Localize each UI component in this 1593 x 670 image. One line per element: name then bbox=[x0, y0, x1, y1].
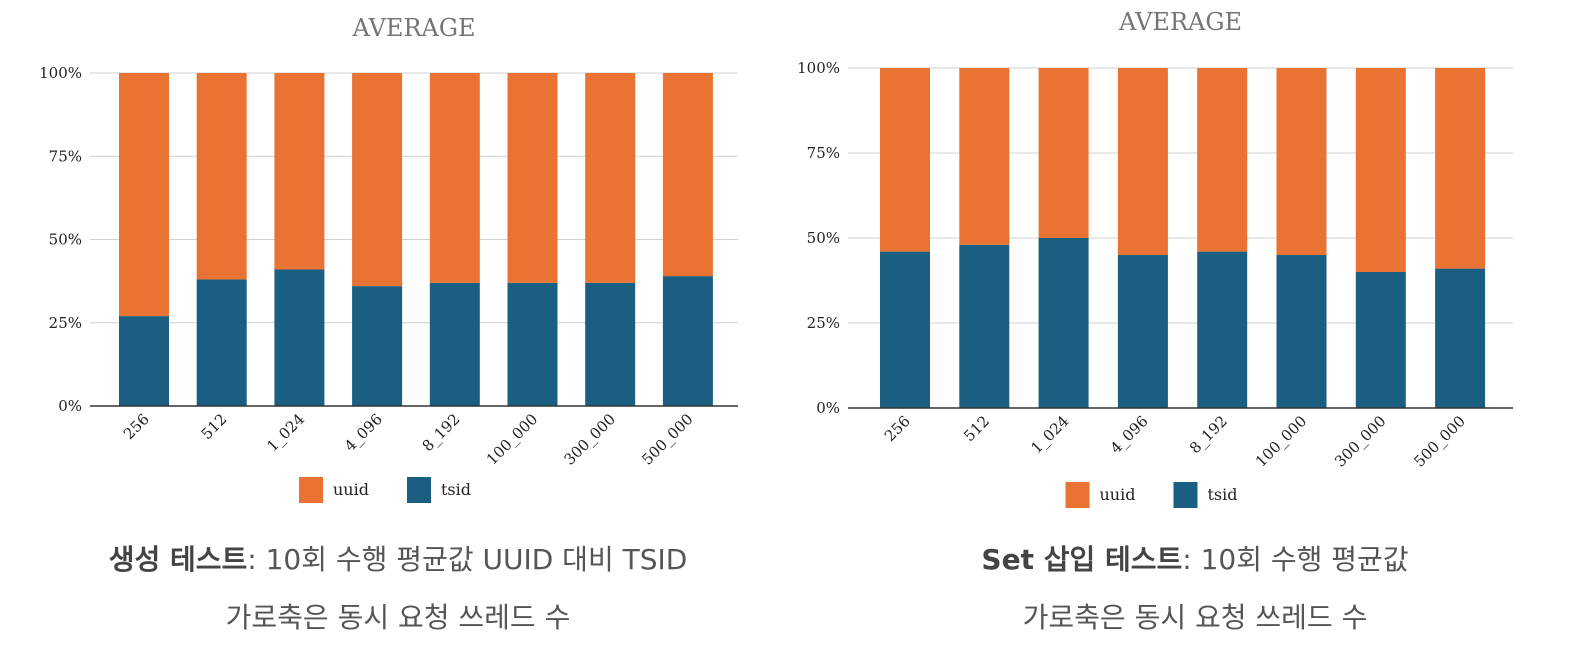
legend-swatch-tsid bbox=[1173, 482, 1198, 508]
x-tick-label: 8_192 bbox=[1186, 412, 1231, 457]
y-tick-label: 25% bbox=[49, 314, 82, 332]
chart-title: AVERAGE bbox=[1118, 8, 1242, 36]
y-tick-label: 25% bbox=[807, 314, 840, 332]
caption-line-1: 생성 테스트: 10회 수행 평균값 UUID 대비 TSID bbox=[0, 538, 796, 578]
bar-segment-uuid bbox=[959, 68, 1010, 245]
legend-label-uuid: uuid bbox=[1100, 485, 1136, 504]
x-tick-label: 300_000 bbox=[1331, 412, 1390, 471]
chart-panel-generation: AVERAGE 0% 25% 50% 75% 100% 256 512 1_024 4_096 8_… bbox=[0, 0, 796, 670]
x-tick-label: 300_000 bbox=[561, 410, 620, 469]
bar-segment-tsid bbox=[352, 286, 403, 406]
bar-segment-tsid bbox=[1276, 255, 1327, 408]
stacked-bar-chart-generation: AVERAGE 0% 25% 50% 75% 100% 256 512 1_024 4_096 8_… bbox=[39, 14, 738, 503]
bar-segment-uuid bbox=[662, 73, 713, 277]
bar-segment-uuid bbox=[119, 73, 169, 317]
bar-segment-uuid bbox=[352, 73, 403, 287]
y-tick-label: 75% bbox=[49, 147, 82, 165]
bar-segment-uuid bbox=[196, 73, 247, 280]
y-tick-label: 0% bbox=[816, 399, 840, 417]
x-tick-label: 512 bbox=[198, 410, 231, 443]
bar-segment-uuid bbox=[1197, 68, 1248, 252]
y-tick-label: 100% bbox=[39, 64, 82, 82]
legend-label-tsid: tsid bbox=[441, 480, 471, 499]
bar-segment-tsid bbox=[1355, 272, 1406, 408]
bar-segment-tsid bbox=[507, 282, 558, 406]
bar-segment-uuid bbox=[274, 73, 325, 270]
bar-segment-uuid bbox=[1038, 68, 1089, 238]
legend-label-uuid: uuid bbox=[333, 480, 369, 499]
bar-segment-tsid bbox=[585, 282, 636, 406]
bar-segment-tsid bbox=[429, 282, 480, 406]
bar-segment-uuid bbox=[1355, 68, 1406, 272]
caption-bold: 생성 테스트 bbox=[108, 543, 248, 576]
bar-segment-tsid bbox=[662, 276, 713, 406]
y-tick-label: 50% bbox=[49, 231, 82, 249]
bar-segment-uuid bbox=[429, 73, 480, 283]
caption-line-1: Set 삽입 테스트: 10회 수행 평균값 bbox=[797, 538, 1593, 578]
x-tick-label: 100_000 bbox=[483, 410, 542, 469]
x-tick-label: 100_000 bbox=[1252, 412, 1311, 471]
bar-segment-uuid bbox=[1435, 68, 1486, 269]
bar-segment-uuid bbox=[880, 68, 930, 252]
legend-swatch-uuid bbox=[1065, 482, 1090, 508]
bar-segment-tsid bbox=[880, 251, 930, 408]
bar-segment-tsid bbox=[1197, 251, 1248, 408]
legend-label-tsid: tsid bbox=[1208, 485, 1238, 504]
bar-segment-tsid bbox=[274, 269, 325, 406]
caption-bold: Set 삽입 테스트 bbox=[981, 543, 1183, 576]
x-tick-label: 1_024 bbox=[1027, 412, 1072, 457]
caption-rest: : 10회 수행 평균값 bbox=[1182, 543, 1409, 576]
x-tick-label: 500_000 bbox=[638, 410, 697, 469]
chart-title: AVERAGE bbox=[351, 14, 475, 42]
bar-segment-uuid bbox=[1276, 68, 1327, 255]
bar-segment-uuid bbox=[1117, 68, 1168, 255]
y-tick-label: 0% bbox=[58, 397, 82, 415]
bar-segment-tsid bbox=[1117, 255, 1168, 408]
stacked-bar-chart-set-insert: AVERAGE 0% 25% 50% 75% 100% 256 512 1_024 4_096 8_… bbox=[797, 8, 1513, 508]
legend-swatch-tsid bbox=[407, 477, 431, 503]
y-tick-label: 50% bbox=[807, 229, 840, 247]
bar-segment-tsid bbox=[1435, 268, 1486, 408]
caption-rest: : 10회 수행 평균값 UUID 대비 TSID bbox=[247, 543, 688, 576]
caption-line-2: 가로축은 동시 요청 쓰레드 수 bbox=[225, 601, 571, 634]
bar-segment-tsid bbox=[119, 316, 169, 406]
x-tick-label: 8_192 bbox=[419, 410, 464, 455]
x-tick-label: 512 bbox=[960, 412, 993, 445]
chart-panel-set-insert: AVERAGE 0% 25% 50% 75% 100% 256 512 1_024 4_096 8_… bbox=[797, 0, 1593, 670]
bar-segment-tsid bbox=[959, 244, 1010, 408]
bar-segment-uuid bbox=[585, 73, 636, 283]
bar-segment-uuid bbox=[507, 73, 558, 283]
x-tick-label: 4_096 bbox=[341, 410, 386, 455]
x-tick-label: 1_024 bbox=[263, 410, 308, 455]
y-tick-label: 75% bbox=[807, 144, 840, 162]
x-tick-label: 256 bbox=[120, 410, 153, 443]
x-tick-label: 256 bbox=[881, 412, 914, 445]
y-tick-label: 100% bbox=[797, 59, 840, 77]
bar-segment-tsid bbox=[196, 279, 247, 406]
x-tick-label: 4_096 bbox=[1107, 412, 1152, 457]
x-tick-label: 500_000 bbox=[1410, 412, 1469, 471]
bar-segment-tsid bbox=[1038, 238, 1089, 408]
legend-swatch-uuid bbox=[299, 477, 323, 503]
caption-line-2: 가로축은 동시 요청 쓰레드 수 bbox=[1022, 601, 1368, 634]
